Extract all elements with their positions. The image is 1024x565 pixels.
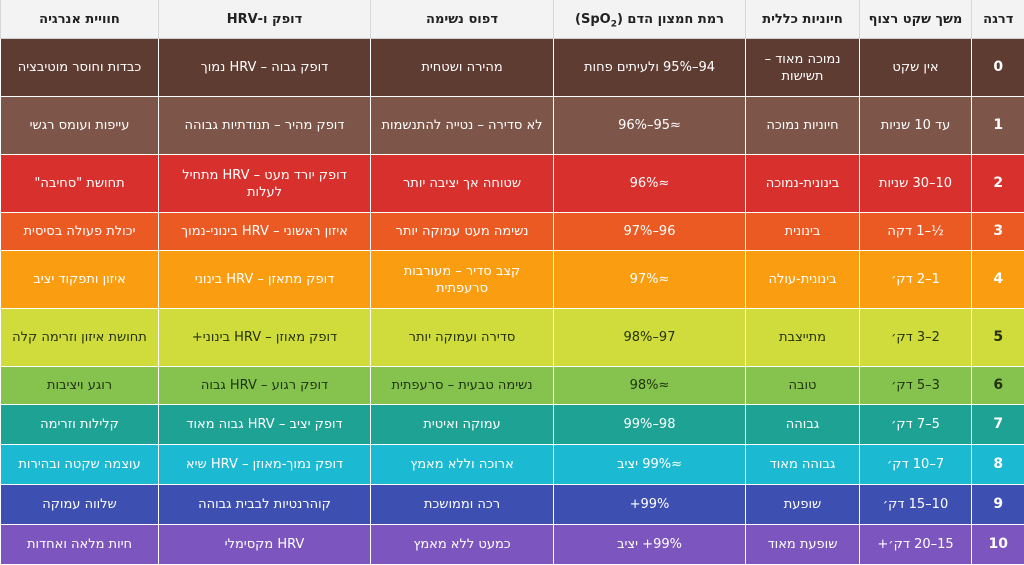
cell-vitality: מתייצבת: [745, 308, 860, 367]
cell-energy: שלווה עמוקה: [0, 484, 159, 525]
cell-vitality: שופעת: [745, 484, 860, 525]
cell-pulse: דופק מאוזן – HRV בינוני+: [158, 308, 371, 367]
cell-energy: רוגע ויציבות: [0, 366, 159, 405]
cell-duration: אין שקט: [859, 38, 972, 97]
header-breathing: דפוס נשימה: [370, 0, 554, 39]
cell-breathing: לא סדירה – נטייה להתנשמות: [370, 96, 554, 155]
cell-duration: 10–15 דק׳: [859, 484, 972, 525]
cell-pulse: דופק מתאזן – HRV בינוני: [158, 250, 371, 309]
cell-level: 9: [971, 484, 1024, 525]
cell-breathing: רכה וממושכת: [370, 484, 554, 525]
table-row: 8 7–10 דק׳ גבוהה מאוד ≈99% יציב ארוכה וללא מ…: [0, 444, 1024, 485]
cell-breathing: עמוקה ואיטית: [370, 404, 554, 445]
cell-level: 6: [971, 366, 1024, 405]
cell-energy: כבדות וחוסר מוטיבציה: [0, 38, 159, 97]
cell-pulse: HRV מקסימלי: [158, 524, 371, 565]
cell-spo2: 99%+: [553, 484, 746, 525]
cell-pulse: דופק גבוה – HRV נמוך: [158, 38, 371, 97]
cell-duration: 10–30 שניות: [859, 154, 972, 213]
cell-pulse: קוהרנטיות לבבית גבוהה: [158, 484, 371, 525]
cell-spo2: 94–95% ולעיתים פחות: [553, 38, 746, 97]
cell-breathing: מהירה ושטחית: [370, 38, 554, 97]
cell-energy: חיות מלאה ואחדות: [0, 524, 159, 565]
table-row: 3 ½–1 דקה בינונית 96–97% נשימה מעט עמוקה יות…: [0, 212, 1024, 251]
cell-spo2: 98–99%: [553, 404, 746, 445]
cell-energy: קלילות וזרימה: [0, 404, 159, 445]
cell-spo2: ≈95–96%: [553, 96, 746, 155]
cell-vitality: נמוכה מאוד – תשישות: [745, 38, 860, 97]
cell-breathing: קצב סדיר – מעורבות סרעפתית: [370, 250, 554, 309]
cell-pulse: דופק יורד מעט – HRV מתחיל לעלות: [158, 154, 371, 213]
table-header-row: דרגה משך שקט רצוף חיוניות כללית רמת חמצו…: [0, 0, 1024, 39]
cell-vitality: טובה: [745, 366, 860, 405]
cell-energy: עייפות ועומס רגשי: [0, 96, 159, 155]
cell-duration: עד 10 שניות: [859, 96, 972, 155]
cell-pulse: דופק נמוך-מאוזן – HRV שיא: [158, 444, 371, 485]
cell-energy: תחושת איזון וזרימה קלה: [0, 308, 159, 367]
cell-spo2: ≈99% יציב: [553, 444, 746, 485]
table-row: 4 1–2 דק׳ בינונית-עולה ≈97% קצב סדיר – מעורב…: [0, 250, 1024, 309]
cell-duration: ½–1 דקה: [859, 212, 972, 251]
cell-level: 5: [971, 308, 1024, 367]
cell-vitality: בינונית-נמוכה: [745, 154, 860, 213]
cell-level: 3: [971, 212, 1024, 251]
cell-level: 7: [971, 404, 1024, 445]
cell-vitality: גבוהה: [745, 404, 860, 445]
cell-breathing: סדירה ועמוקה יותר: [370, 308, 554, 367]
cell-energy: איזון ותפקוד יציב: [0, 250, 159, 309]
header-vitality: חיוניות כללית: [745, 0, 860, 39]
cell-vitality: גבוהה מאוד: [745, 444, 860, 485]
table-row: 5 2–3 דק׳ מתייצבת 97–98% סדירה ועמוקה יותר דו…: [0, 308, 1024, 367]
cell-duration: 5–7 דק׳: [859, 404, 972, 445]
cell-spo2: ≈97%: [553, 250, 746, 309]
cell-duration: 3–5 דק׳: [859, 366, 972, 405]
cell-pulse: דופק רגוע – HRV גבוה: [158, 366, 371, 405]
cell-breathing: נשימה טבעית – סרעפתית: [370, 366, 554, 405]
header-spo2: רמת חמצון הדם (SpO2): [553, 0, 746, 39]
cell-duration: 7–10 דק׳: [859, 444, 972, 485]
table-row: 9 10–15 דק׳ שופעת 99%+ רכה וממושכת קוהרנטיות …: [0, 484, 1024, 525]
table-row: 10 15–20 דק׳+ שופעת מאוד 99%+ יציב כמעט ללא …: [0, 524, 1024, 565]
cell-vitality: חיוניות נמוכה: [745, 96, 860, 155]
cell-pulse: איזון ראשוני – HRV בינוני-נמוך: [158, 212, 371, 251]
cell-duration: 2–3 דק׳: [859, 308, 972, 367]
cell-energy: עוצמה שקטה ובהירות: [0, 444, 159, 485]
cell-breathing: ארוכה וללא מאמץ: [370, 444, 554, 485]
cell-duration: 15–20 דק׳+: [859, 524, 972, 565]
cell-spo2: 97–98%: [553, 308, 746, 367]
cell-energy: תחושת "סחיבה": [0, 154, 159, 213]
header-level: דרגה: [971, 0, 1024, 39]
header-pulse: דופק ו-HRV: [158, 0, 371, 39]
cell-level: 8: [971, 444, 1024, 485]
cell-spo2: 99%+ יציב: [553, 524, 746, 565]
header-duration: משך שקט רצוף: [859, 0, 972, 39]
cell-breathing: כמעט ללא מאמץ: [370, 524, 554, 565]
cell-energy: יכולת פעולה בסיסית: [0, 212, 159, 251]
table-row: 1 עד 10 שניות חיוניות נמוכה ≈95–96% לא סדירה…: [0, 96, 1024, 155]
table-row: 2 10–30 שניות בינונית-נמוכה ≈96% שטוחה אך יצ…: [0, 154, 1024, 213]
table-row: 7 5–7 דק׳ גבוהה 98–99% עמוקה ואיטית דופק יציב…: [0, 404, 1024, 445]
cell-duration: 1–2 דק׳: [859, 250, 972, 309]
cell-spo2: ≈98%: [553, 366, 746, 405]
cell-level: 10: [971, 524, 1024, 565]
cell-spo2: ≈96%: [553, 154, 746, 213]
table-row: 6 3–5 דק׳ טובה ≈98% נשימה טבעית – סרעפתית דופ…: [0, 366, 1024, 405]
cell-level: 4: [971, 250, 1024, 309]
cell-pulse: דופק מהיר – תנודתיות גבוהה: [158, 96, 371, 155]
cell-vitality: בינונית: [745, 212, 860, 251]
cell-breathing: נשימה מעט עמוקה יותר: [370, 212, 554, 251]
cell-pulse: דופק יציב – HRV גבוה מאוד: [158, 404, 371, 445]
cell-vitality: שופעת מאוד: [745, 524, 860, 565]
cell-level: 0: [971, 38, 1024, 97]
cell-level: 2: [971, 154, 1024, 213]
cell-spo2: 96–97%: [553, 212, 746, 251]
header-energy: חוויית אנרגיה: [0, 0, 159, 39]
cell-breathing: שטוחה אך יציבה יותר: [370, 154, 554, 213]
cell-level: 1: [971, 96, 1024, 155]
table-row: 0 אין שקט נמוכה מאוד – תשישות 94–95% ולעיתי…: [0, 38, 1024, 97]
cell-vitality: בינונית-עולה: [745, 250, 860, 309]
